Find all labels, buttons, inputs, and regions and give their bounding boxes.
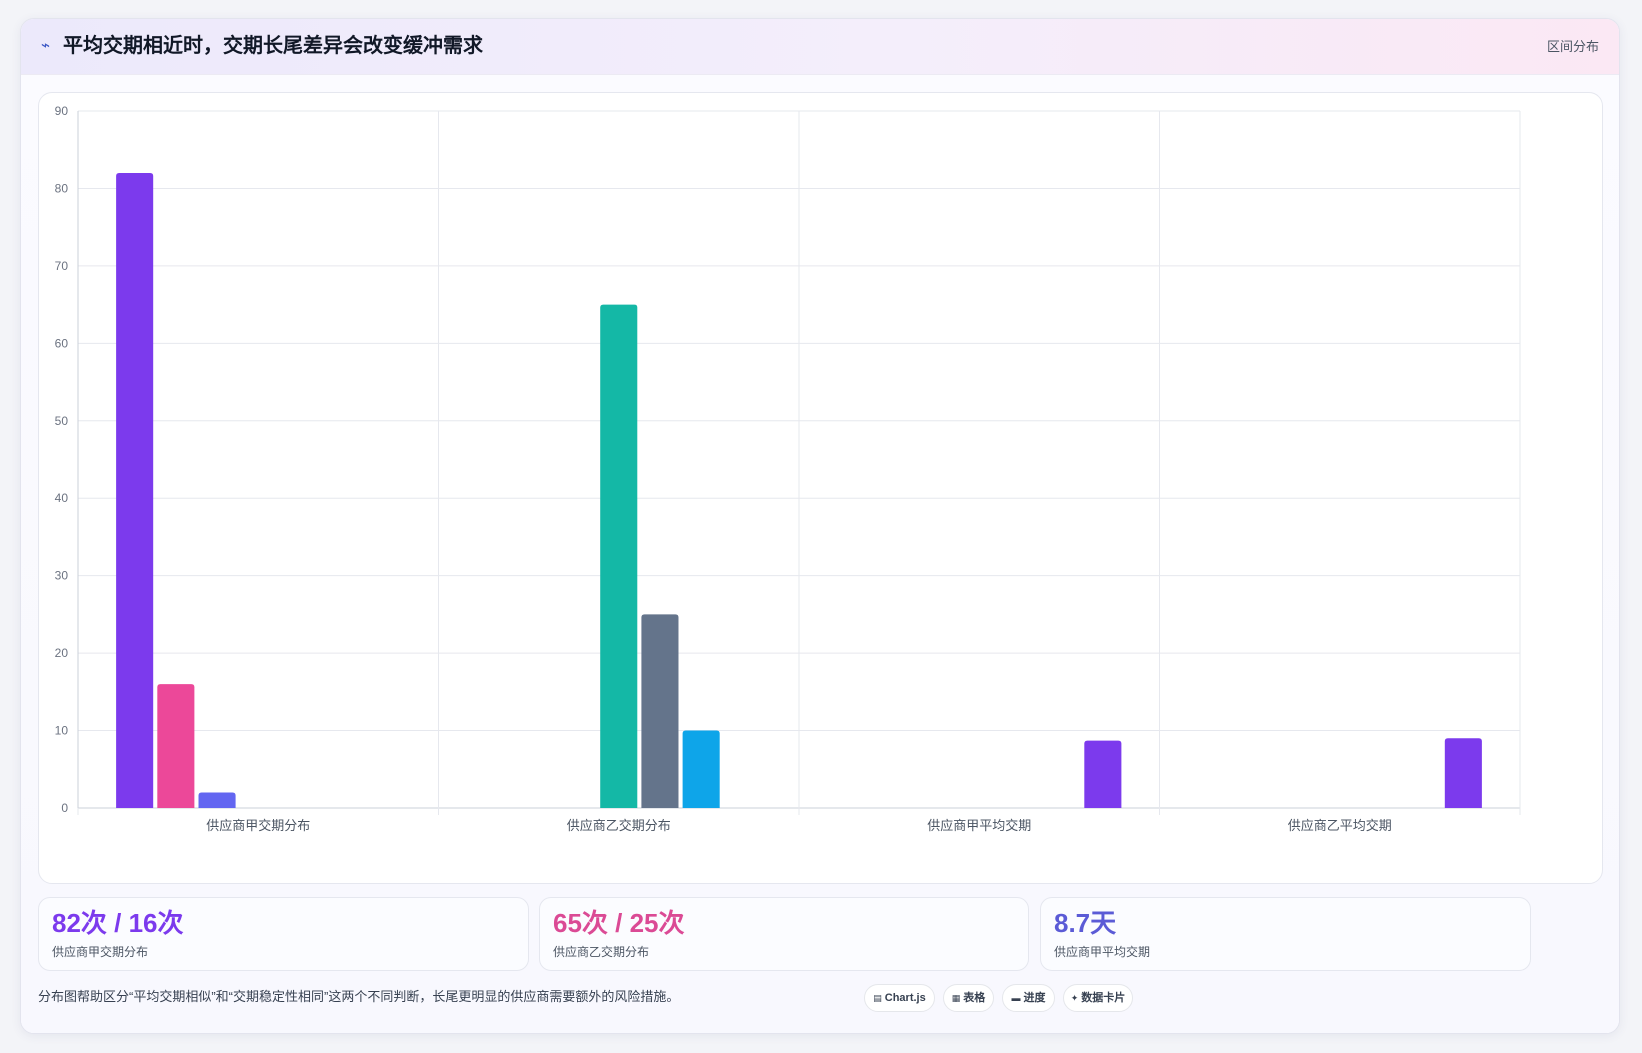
footnote: 分布图帮助区分“平均交期相似”和“交期稳定性相同”这两个不同判断，长尾更明显的供… bbox=[38, 989, 680, 1004]
stat-label: 供应商甲交期分布 bbox=[52, 945, 149, 959]
chart-icon: ▤ bbox=[873, 993, 882, 1003]
progress-icon: ▬ bbox=[1011, 993, 1021, 1003]
x-tick-label: 供应商甲平均交期 bbox=[927, 818, 1031, 833]
table-icon: ▦ bbox=[951, 993, 961, 1003]
stat-label: 供应商乙交期分布 bbox=[553, 945, 650, 959]
y-tick-label: 60 bbox=[55, 336, 69, 350]
sparkle-icon: ✦ bbox=[1070, 993, 1079, 1003]
bar bbox=[1444, 738, 1482, 808]
x-tick-label: 供应商乙平均交期 bbox=[1288, 818, 1392, 833]
y-tick-label: 0 bbox=[61, 801, 68, 815]
chip-table[interactable]: ▦ 表格 bbox=[943, 984, 994, 1012]
chip-label: 进度 bbox=[1023, 992, 1046, 1004]
y-tick-label: 20 bbox=[55, 646, 69, 660]
chip-label: 表格 bbox=[963, 992, 986, 1004]
bar-chart: 0 10 20 30 40 50 60 70 80 90 供应商甲交期分布 供应商乙交期分布 供应商甲平… bbox=[55, 104, 1521, 833]
x-tick-label: 供应商甲交期分布 bbox=[206, 818, 310, 833]
stat-card-2: 65次 / 25次 供应商乙交期分布 bbox=[539, 897, 1029, 971]
bar bbox=[157, 684, 195, 808]
chart-card: 0 10 20 30 40 50 60 70 80 90 供应商甲交期分布 供应商乙交期分布 供应商甲平… bbox=[38, 92, 1603, 884]
bar bbox=[641, 614, 679, 808]
stat-value: 8.7天 bbox=[1054, 908, 1117, 938]
chip-chartjs[interactable]: ▤ Chart.js bbox=[864, 984, 935, 1012]
x-tick-label: 供应商乙交期分布 bbox=[567, 818, 671, 833]
chip-label: 数据卡片 bbox=[1081, 992, 1126, 1004]
header-tag: 区间分布 bbox=[1546, 39, 1599, 54]
stat-value: 82次 / 16次 bbox=[52, 908, 184, 938]
page-title: 平均交期相近时，交期长尾差异会改变缓冲需求 bbox=[63, 35, 483, 57]
bar bbox=[600, 304, 638, 808]
y-tick-label: 80 bbox=[55, 181, 69, 195]
bar bbox=[116, 172, 154, 808]
y-tick-label: 10 bbox=[55, 724, 69, 738]
y-tick-label: 90 bbox=[55, 104, 69, 118]
bar bbox=[1084, 740, 1122, 808]
panel-header: ⌁ 平均交期相近时，交期长尾差异会改变缓冲需求 区间分布 bbox=[21, 19, 1619, 75]
chart-line-icon: ⌁ bbox=[41, 37, 51, 54]
stat-card-3: 8.7天 供应商甲平均交期 bbox=[1040, 897, 1531, 971]
chip-progress[interactable]: ▬ 进度 bbox=[1002, 984, 1055, 1012]
chip-data-card[interactable]: ✦ 数据卡片 bbox=[1063, 984, 1133, 1012]
chip-label: Chart.js bbox=[884, 992, 926, 1004]
y-tick-label: 50 bbox=[55, 414, 69, 428]
bar bbox=[682, 730, 720, 808]
stat-value: 65次 / 25次 bbox=[553, 908, 685, 938]
bar bbox=[198, 792, 236, 808]
stat-label: 供应商甲平均交期 bbox=[1054, 945, 1151, 959]
y-tick-label: 40 bbox=[55, 491, 69, 505]
stat-card-1: 82次 / 16次 供应商甲交期分布 bbox=[38, 897, 529, 971]
y-tick-label: 30 bbox=[55, 569, 69, 583]
y-tick-label: 70 bbox=[55, 259, 69, 273]
